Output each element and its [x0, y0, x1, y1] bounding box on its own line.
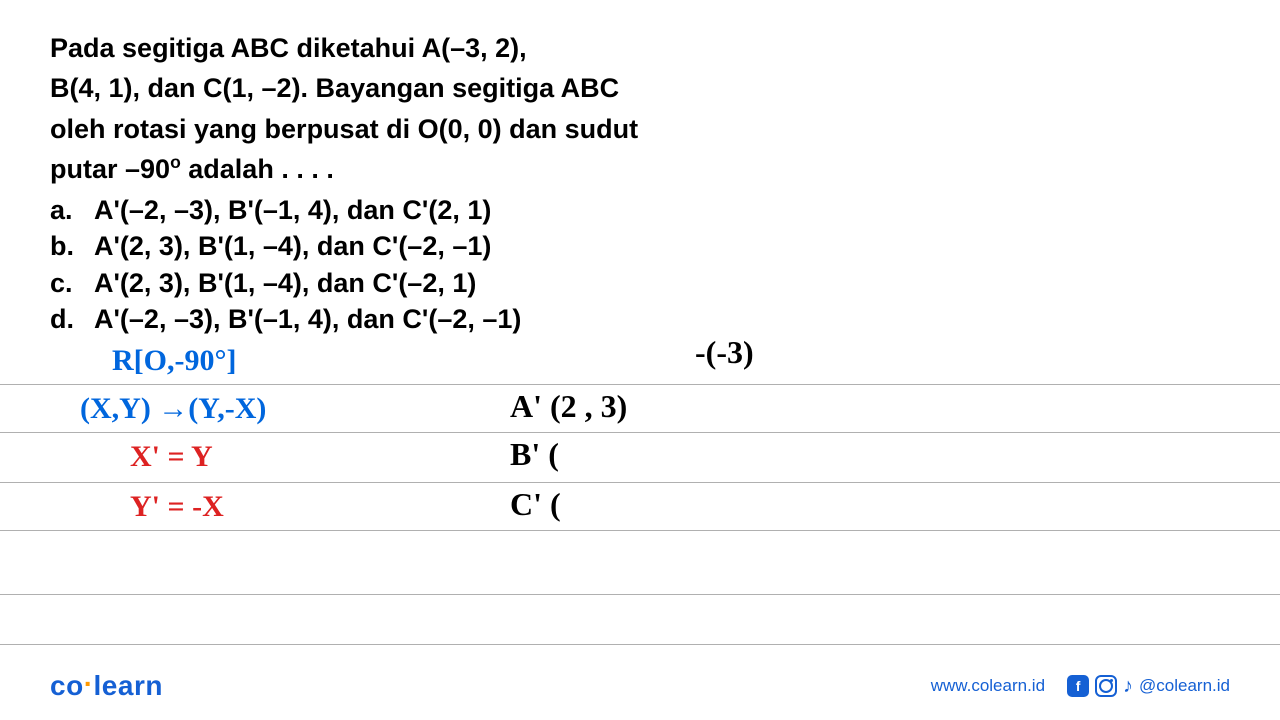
- option-d-label: d.: [50, 301, 94, 337]
- ruled-line: [0, 594, 1280, 595]
- option-d: d.A'(–2, –3), B'(–1, 4), dan C'(–2, –1): [50, 301, 1230, 337]
- instagram-icon: [1095, 675, 1117, 697]
- footer-right: www.colearn.id f ♪ @colearn.id: [931, 675, 1230, 698]
- option-b-text: A'(2, 3), B'(1, –4), dan C'(–2, –1): [94, 231, 491, 261]
- ruled-line: [0, 644, 1280, 645]
- logo-learn: learn: [94, 670, 163, 701]
- problem-line-4: putar –90o adalah . . . .: [50, 151, 1230, 187]
- handwriting-c-prime: C' (: [510, 486, 561, 523]
- problem-line-4-suffix: adalah . . . .: [181, 154, 334, 184]
- footer: co·learn www.colearn.id f ♪ @colearn.id: [0, 670, 1280, 702]
- problem-content: Pada segitiga ABC diketahui A(–3, 2), B(…: [0, 0, 1280, 338]
- social-handle: @colearn.id: [1139, 676, 1230, 696]
- option-d-text: A'(–2, –3), B'(–1, 4), dan C'(–2, –1): [94, 304, 521, 334]
- option-a: a.A'(–2, –3), B'(–1, 4), dan C'(2, 1): [50, 192, 1230, 228]
- logo-co: co: [50, 670, 84, 701]
- problem-line-2: B(4, 1), dan C(1, –2). Bayangan segitiga…: [50, 70, 1230, 106]
- option-c-text: A'(2, 3), B'(1, –4), dan C'(–2, 1): [94, 268, 476, 298]
- ruled-line: [0, 432, 1280, 433]
- handwriting-transformation-rule: (X,Y) →(Y,-X): [80, 392, 266, 426]
- handwriting-a-prime: A' (2 , 3): [510, 388, 627, 425]
- option-c-label: c.: [50, 265, 94, 301]
- degree-symbol: o: [170, 152, 181, 172]
- website-url: www.colearn.id: [931, 676, 1045, 696]
- option-b-label: b.: [50, 228, 94, 264]
- social-links: f ♪ @colearn.id: [1067, 675, 1230, 698]
- handwriting-rotation-notation: R[O,-90°]: [112, 344, 236, 378]
- option-a-text: A'(–2, –3), B'(–1, 4), dan C'(2, 1): [94, 195, 491, 225]
- tiktok-icon: ♪: [1123, 675, 1133, 698]
- problem-line-3: oleh rotasi yang berpusat di O(0, 0) dan…: [50, 111, 1230, 147]
- logo-dot: ·: [84, 668, 94, 700]
- ruled-line: [0, 384, 1280, 385]
- ruled-line: [0, 530, 1280, 531]
- brand-logo: co·learn: [50, 670, 163, 702]
- problem-line-1: Pada segitiga ABC diketahui A(–3, 2),: [50, 30, 1230, 66]
- facebook-icon: f: [1067, 675, 1089, 697]
- handwriting-x-prime: X' = Y: [130, 440, 213, 474]
- ruled-line: [0, 482, 1280, 483]
- handwriting-b-prime: B' (: [510, 436, 559, 473]
- problem-line-4-prefix: putar –90: [50, 154, 170, 184]
- handwriting-calc-note: -(-3): [695, 334, 754, 371]
- handwriting-y-prime: Y' = -X: [130, 490, 224, 524]
- option-c: c.A'(2, 3), B'(1, –4), dan C'(–2, 1): [50, 265, 1230, 301]
- option-b: b.A'(2, 3), B'(1, –4), dan C'(–2, –1): [50, 228, 1230, 264]
- option-a-label: a.: [50, 192, 94, 228]
